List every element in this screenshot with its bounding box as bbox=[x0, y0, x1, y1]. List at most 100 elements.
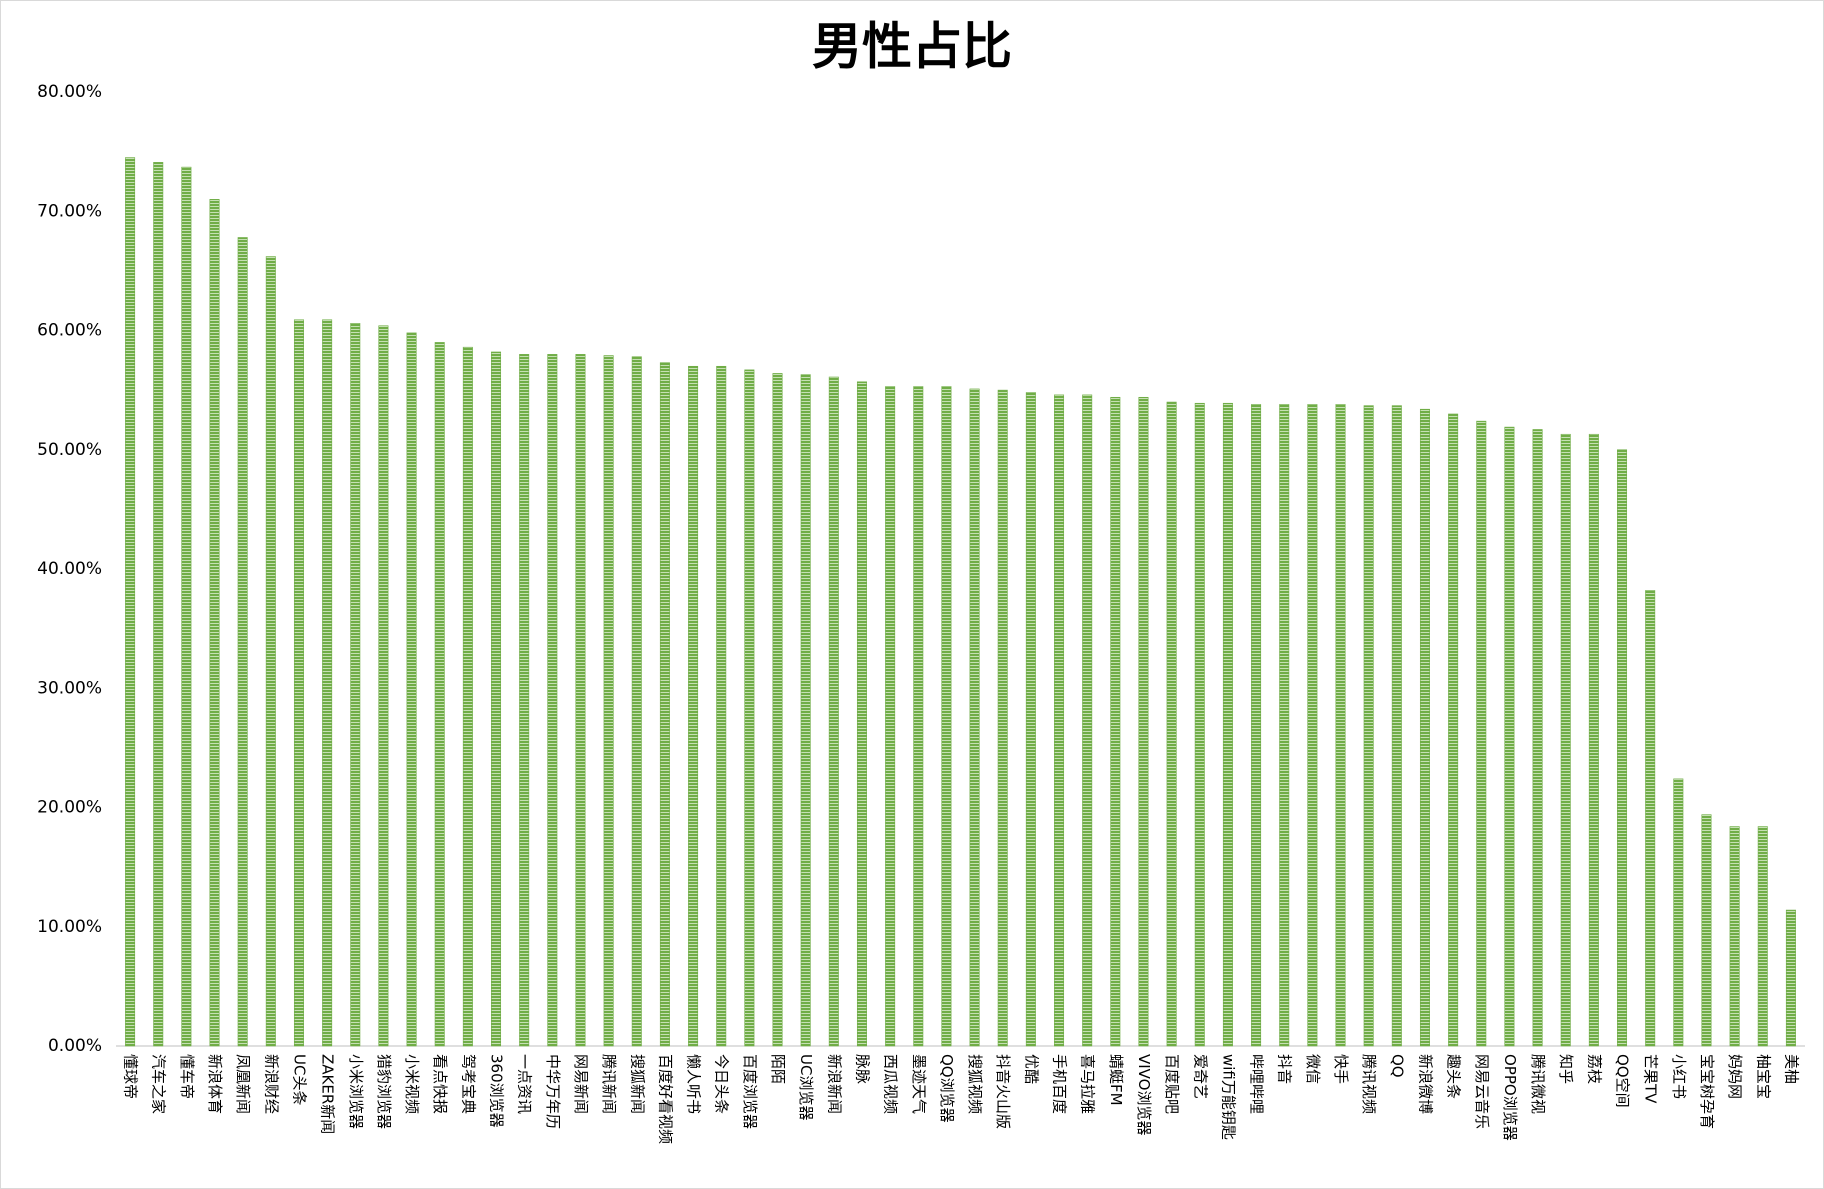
bar bbox=[406, 332, 417, 1047]
x-tick-label: 抖音 bbox=[1276, 1054, 1294, 1084]
x-tick-label: 抖音火山版 bbox=[994, 1054, 1012, 1129]
bar bbox=[1222, 402, 1233, 1047]
x-tick-label: 汽车之家 bbox=[150, 1054, 168, 1114]
x-tick-label: 腾讯视频 bbox=[1360, 1054, 1378, 1114]
bar bbox=[941, 386, 952, 1047]
bar bbox=[1110, 396, 1121, 1047]
y-tick-label: 10.00% bbox=[37, 917, 102, 937]
x-tick-label: 喜马拉雅 bbox=[1079, 1054, 1097, 1114]
x-tick-label: 陌陌 bbox=[769, 1054, 787, 1084]
bar bbox=[1701, 814, 1712, 1047]
y-tick-label: 20.00% bbox=[37, 798, 102, 818]
x-tick-label: 哔哩哔哩 bbox=[1248, 1054, 1266, 1114]
x-tick-label: 新浪微博 bbox=[1416, 1054, 1434, 1114]
bar bbox=[1729, 826, 1740, 1047]
x-tick-label: 凤凰新闻 bbox=[234, 1054, 252, 1114]
bar bbox=[350, 323, 361, 1047]
x-tick-label: 懒人听书 bbox=[685, 1054, 703, 1114]
bar bbox=[434, 342, 445, 1047]
x-tick-label: 手机百度 bbox=[1051, 1054, 1069, 1114]
bar bbox=[1617, 449, 1628, 1047]
bar bbox=[181, 166, 192, 1047]
bar bbox=[969, 388, 980, 1047]
x-tick-label: 腾讯微视 bbox=[1529, 1054, 1547, 1114]
bar bbox=[237, 237, 248, 1047]
bar bbox=[1673, 778, 1684, 1047]
x-tick-label: 一点资讯 bbox=[516, 1054, 534, 1114]
bar bbox=[1335, 404, 1346, 1047]
x-tick-label: 360浏览器 bbox=[488, 1054, 506, 1128]
bar bbox=[1785, 909, 1796, 1047]
y-tick-label: 50.00% bbox=[37, 440, 102, 460]
x-tick-label: 柚宝宝 bbox=[1754, 1054, 1772, 1099]
bar bbox=[1363, 405, 1374, 1047]
x-tick-label: 懂车帝 bbox=[178, 1054, 196, 1099]
x-tick-label: UC头条 bbox=[290, 1054, 308, 1105]
x-tick-label: 小米浏览器 bbox=[347, 1054, 365, 1129]
bar bbox=[1448, 413, 1459, 1047]
bar bbox=[462, 346, 473, 1047]
bar bbox=[1532, 429, 1543, 1047]
bar bbox=[688, 365, 699, 1047]
bar bbox=[1279, 404, 1290, 1047]
y-tick-label: 0.00% bbox=[48, 1036, 102, 1056]
chart-title: 男性占比 bbox=[812, 18, 1012, 76]
bar bbox=[1560, 433, 1571, 1047]
bar bbox=[519, 354, 530, 1047]
bar bbox=[1504, 426, 1515, 1047]
x-tick-label: 新浪体育 bbox=[206, 1054, 224, 1114]
bar bbox=[293, 319, 304, 1047]
x-tick-label: QQ浏览器 bbox=[938, 1054, 956, 1123]
bar bbox=[913, 386, 924, 1047]
bar bbox=[575, 354, 586, 1047]
x-tick-label: 网易新闻 bbox=[572, 1054, 590, 1114]
bar bbox=[1194, 402, 1205, 1047]
y-tick-label: 30.00% bbox=[37, 678, 102, 698]
x-tick-label: 脉脉 bbox=[853, 1054, 871, 1084]
bar bbox=[1054, 394, 1065, 1047]
x-tick-label: 宝宝树孕育 bbox=[1698, 1054, 1716, 1129]
bar bbox=[378, 325, 389, 1047]
x-tick-label: 驾考宝典 bbox=[459, 1054, 477, 1114]
x-tick-label: QQ空间 bbox=[1614, 1054, 1632, 1108]
x-tick-label: 知乎 bbox=[1557, 1054, 1575, 1084]
bar bbox=[997, 389, 1008, 1047]
x-tick-label: 微信 bbox=[1304, 1054, 1322, 1084]
x-tick-label: ZAKER新闻 bbox=[319, 1054, 337, 1134]
x-tick-label: 看点快报 bbox=[431, 1054, 449, 1114]
x-tick-label: 懂球帝 bbox=[122, 1054, 140, 1099]
bar bbox=[265, 256, 276, 1047]
x-tick-label: VIVO浏览器 bbox=[1135, 1054, 1153, 1136]
bar bbox=[885, 386, 896, 1047]
y-tick-label: 70.00% bbox=[37, 201, 102, 221]
x-tick-label: 美柚 bbox=[1782, 1054, 1800, 1084]
x-tick-label: 墨迹天气 bbox=[910, 1054, 928, 1114]
x-tick-label: 新浪财经 bbox=[262, 1054, 280, 1114]
bar bbox=[800, 374, 811, 1047]
bar bbox=[603, 355, 614, 1047]
x-tick-label: 搜狐新闻 bbox=[628, 1054, 646, 1114]
x-tick-label: 百度好看视频 bbox=[656, 1054, 674, 1144]
x-tick-label: 快手 bbox=[1332, 1054, 1350, 1084]
x-tick-label: 小红书 bbox=[1670, 1054, 1688, 1099]
bar bbox=[153, 162, 164, 1047]
bar bbox=[1645, 590, 1656, 1047]
bar bbox=[1588, 433, 1599, 1047]
x-tick-label: QQ bbox=[1388, 1054, 1406, 1078]
bar bbox=[1757, 826, 1768, 1047]
x-tick-label: 今日头条 bbox=[713, 1054, 731, 1114]
x-tick-label: 爱奇艺 bbox=[1191, 1054, 1209, 1099]
bar bbox=[322, 319, 333, 1047]
bar bbox=[1138, 396, 1149, 1047]
bar bbox=[1476, 420, 1487, 1047]
x-tick-label: 新浪新闻 bbox=[825, 1054, 843, 1114]
x-tick-label: 百度贴吧 bbox=[1163, 1054, 1181, 1114]
x-tick-label: 中华万年历 bbox=[544, 1054, 562, 1129]
bar bbox=[716, 365, 727, 1047]
bar bbox=[1082, 394, 1093, 1047]
bar bbox=[1251, 404, 1262, 1047]
y-tick-label: 80.00% bbox=[37, 82, 102, 102]
x-tick-label: 小米视频 bbox=[403, 1054, 421, 1114]
bar bbox=[491, 351, 502, 1047]
